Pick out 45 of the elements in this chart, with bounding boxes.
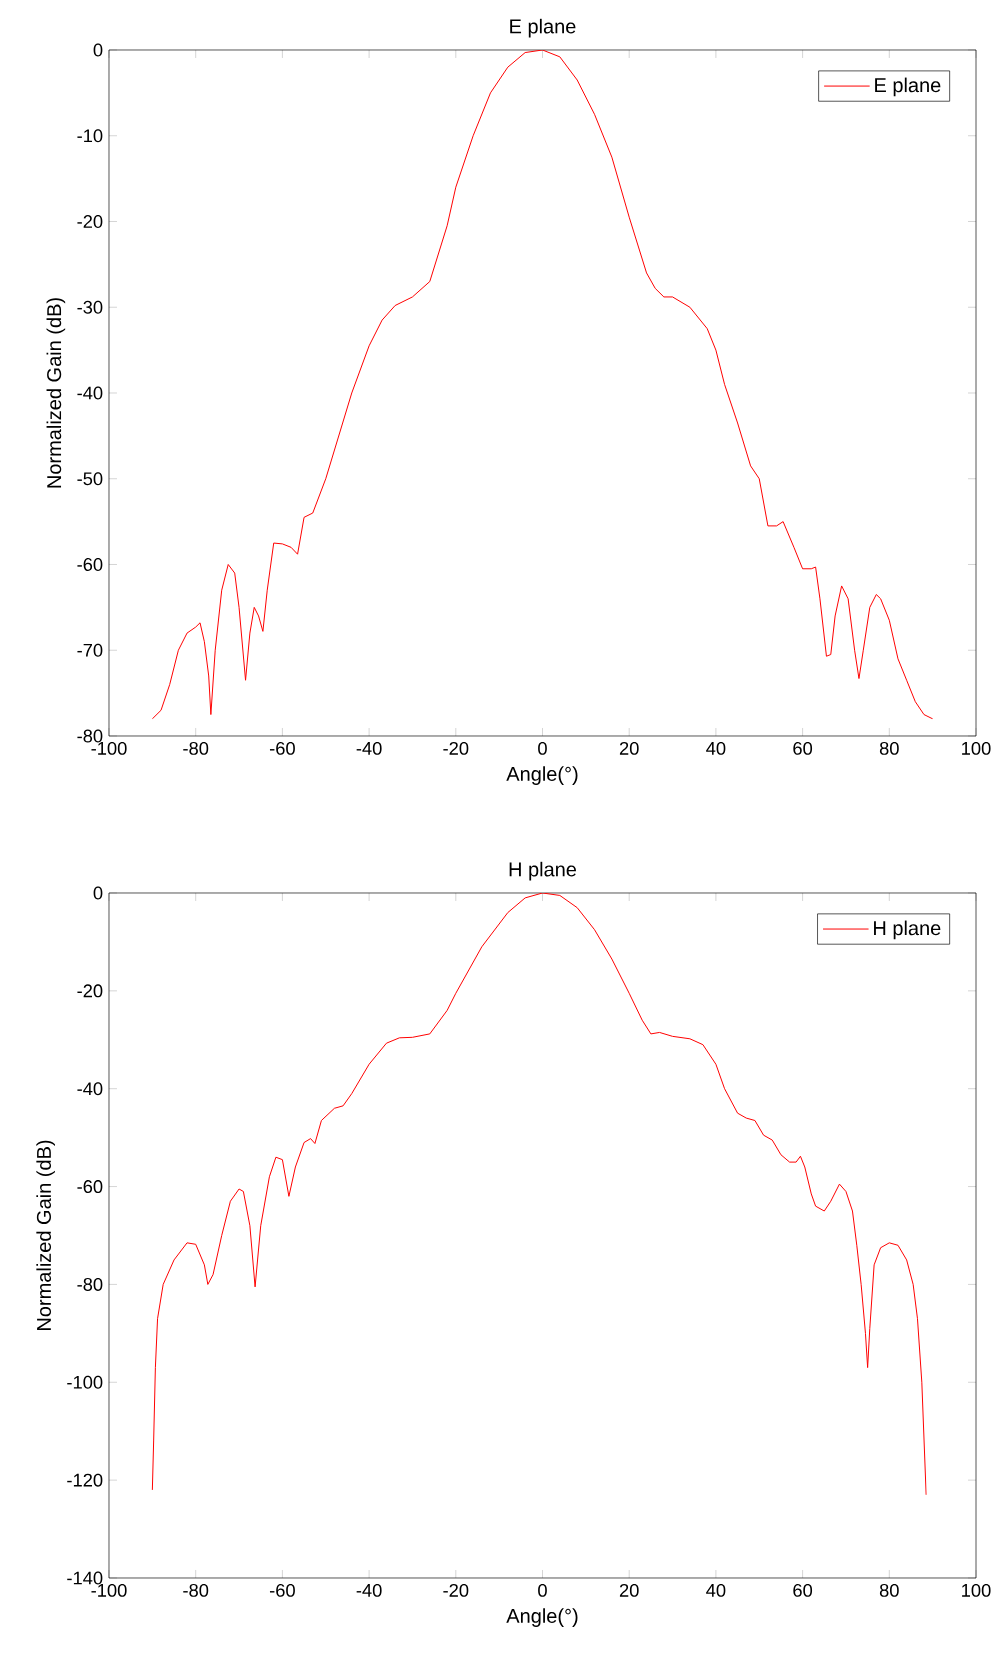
- y-tick-label: 0: [93, 886, 103, 900]
- x-tick-label: -80: [183, 1583, 209, 1597]
- x-tick-label: 100: [962, 741, 991, 755]
- x-tick-label: -20: [443, 741, 469, 755]
- y-tick-label: -20: [77, 215, 103, 228]
- x-tick-label: 40: [706, 1583, 726, 1597]
- x-tick-label: 60: [793, 1583, 813, 1597]
- x-tick-label: -60: [269, 1583, 295, 1597]
- x-tick-label: 0: [538, 741, 547, 755]
- y-tick-label: -60: [77, 558, 103, 571]
- y-tick-label: -40: [77, 1082, 103, 1096]
- y-tick-label: -70: [77, 643, 103, 657]
- x-axis-title: Angle(°): [506, 766, 578, 785]
- y-axis-title: Normalized Gain (dB): [36, 1140, 55, 1330]
- legend-label: E plane: [875, 77, 941, 97]
- x-tick-label: 20: [619, 1583, 639, 1597]
- y-tick-label: 0: [93, 43, 103, 57]
- x-tick-label: 20: [619, 741, 639, 755]
- x-tick-label: -40: [356, 1583, 382, 1597]
- x-tick-label: 100: [962, 1583, 991, 1597]
- y-tick-label: -140: [67, 1571, 103, 1585]
- x-tick-label: 0: [538, 1583, 547, 1597]
- y-tick-label: -120: [67, 1473, 103, 1487]
- y-tick-label: -60: [77, 1180, 103, 1194]
- x-tick-label: -60: [269, 741, 295, 755]
- x-axis-title: Angle(°): [506, 1608, 578, 1627]
- y-tick-label: -30: [77, 300, 103, 314]
- y-tick-label: -10: [77, 129, 103, 143]
- x-tick-label: 80: [879, 1583, 899, 1597]
- y-axis-title: Normalized Gain (dB): [46, 298, 66, 488]
- y-tick-label: -80: [77, 729, 103, 743]
- x-tick-label: 40: [706, 741, 726, 755]
- y-tick-label: -50: [77, 472, 103, 486]
- chart-title: H plane: [509, 861, 577, 881]
- x-tick-label: -80: [183, 741, 209, 755]
- x-tick-label: 60: [793, 741, 813, 755]
- y-tick-label: -100: [67, 1375, 103, 1389]
- y-tick-label: -80: [77, 1277, 103, 1291]
- y-tick-label: -20: [77, 984, 103, 998]
- x-tick-label: -40: [356, 741, 382, 755]
- legend-label: H plane: [874, 920, 941, 940]
- y-tick-label: -40: [77, 386, 103, 400]
- x-tick-label: -20: [443, 1583, 469, 1597]
- chart-title: E plane: [510, 18, 576, 38]
- x-tick-label: 80: [879, 741, 899, 755]
